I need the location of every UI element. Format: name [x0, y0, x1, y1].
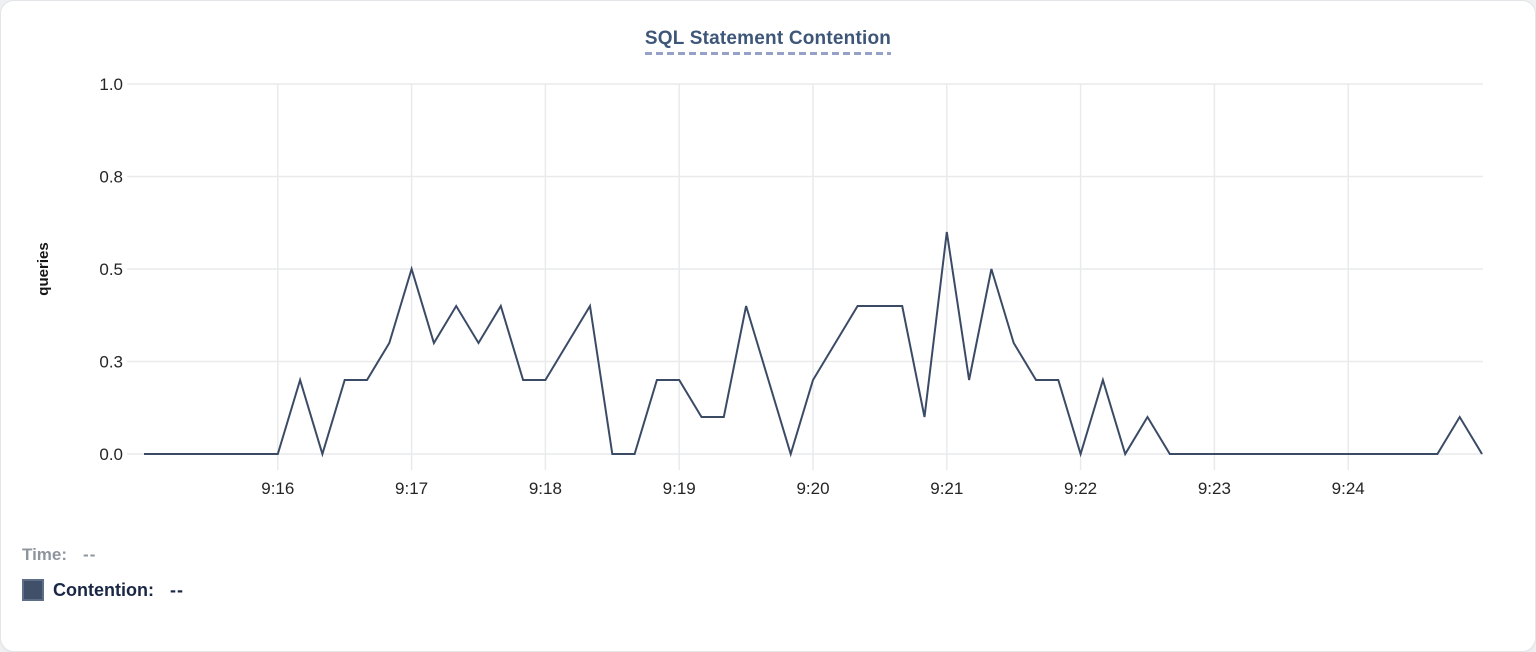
legend-contention-label: Contention: [53, 579, 154, 600]
y-axis-title: queries [35, 242, 52, 295]
y-tick-label: 1.0 [99, 75, 123, 94]
contention-series-line [144, 231, 1483, 458]
contention-series-swatch [22, 579, 44, 601]
y-tick-label: 0.0 [99, 445, 123, 464]
chart-header: SQL Statement Contention [1, 28, 1535, 55]
legend-time-row: Time: -- [22, 545, 184, 565]
x-tick-label: 9:19 [663, 479, 696, 498]
x-tick-label: 9:16 [261, 479, 294, 498]
legend-contention-value: -- [169, 579, 184, 600]
y-tick-label: 0.8 [99, 168, 123, 187]
x-tick-label: 9:23 [1198, 479, 1231, 498]
legend-time-value: -- [83, 545, 97, 564]
x-tick-label: 9:21 [930, 479, 963, 498]
legend-contention-row[interactable]: Contention: -- [22, 579, 184, 601]
y-tick-label: 0.3 [99, 353, 123, 372]
chart-title[interactable]: SQL Statement Contention [644, 28, 892, 55]
contention-line-chart[interactable]: 1.0 0.8 0.5 0.3 0.0 9:16 9:17 9:18 9:19 9:20 9:21 9… [1, 1, 1536, 531]
x-tick-label: 9:24 [1332, 479, 1365, 498]
x-tick-label: 9:18 [529, 479, 562, 498]
legend-time-label: Time: [22, 545, 68, 564]
x-tick-label: 9:17 [395, 479, 428, 498]
x-tick-label: 9:22 [1064, 479, 1097, 498]
y-tick-label: 0.5 [99, 260, 123, 279]
x-tick-label: 9:20 [796, 479, 829, 498]
chart-legend: Time: -- Contention: -- [22, 545, 184, 601]
